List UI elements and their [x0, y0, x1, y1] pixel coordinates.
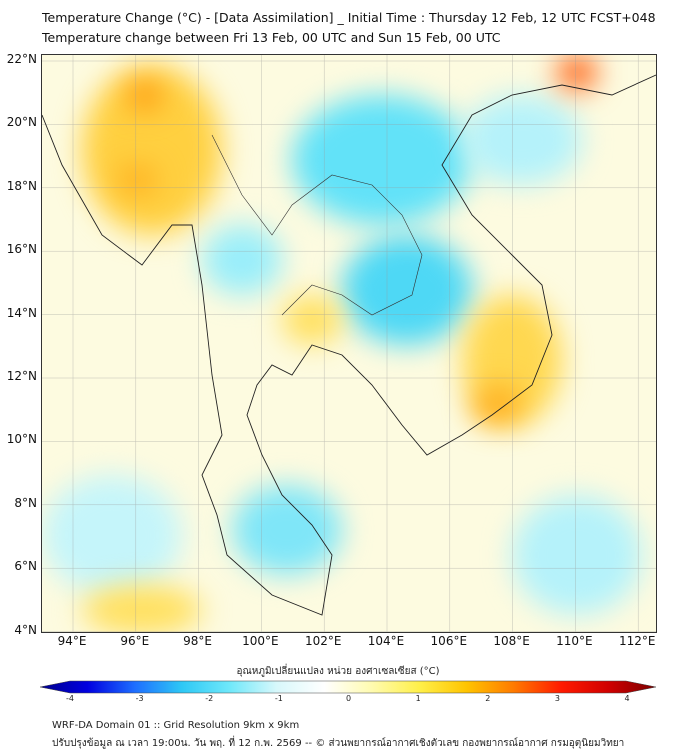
chart-subtitle: Temperature change between Fri 13 Feb, 0…	[42, 30, 501, 45]
lon-label: 104°E	[367, 634, 405, 648]
lon-label: 110°E	[556, 634, 593, 648]
lat-label: 14°N	[6, 305, 37, 320]
warm-core	[472, 385, 522, 425]
coastline	[42, 74, 656, 616]
warm-area	[282, 295, 342, 345]
lat-label: 16°N	[6, 242, 37, 257]
warm-core	[117, 165, 157, 195]
colorbar-tick: -1	[274, 694, 283, 703]
lat-label: 22°N	[6, 52, 37, 66]
temperature-change-map	[41, 54, 657, 633]
lon-label: 96°E	[120, 634, 150, 648]
lat-label: 10°N	[6, 432, 37, 447]
cool-area	[342, 235, 472, 345]
lon-label: 112°E	[618, 634, 656, 648]
lon-label: 98°E	[183, 634, 213, 648]
warm-area	[82, 585, 202, 632]
lon-label: 106°E	[430, 634, 468, 648]
lat-label: 18°N	[6, 178, 37, 193]
warm-core	[127, 80, 162, 110]
cool-area	[202, 225, 282, 295]
colorbar-tick: -2	[205, 694, 214, 703]
footer-model-info: WRF-DA Domain 01 :: Grid Resolution 9km …	[52, 720, 300, 731]
lon-label: 108°E	[493, 634, 530, 648]
colorbar-tick: 1	[415, 694, 421, 703]
cool-area	[42, 475, 182, 595]
border	[211, 134, 423, 316]
colorbar-tick: 2	[485, 694, 491, 703]
lon-label: 102°E	[304, 634, 342, 648]
colorbar-tick: 4	[624, 694, 630, 703]
lat-label: 8°N	[14, 495, 37, 510]
colorbar-label: อุณหภูมิเปลี่ยนแปลง หน่วย องศาเซลเซียส (…	[236, 666, 440, 677]
lat-label: 4°N	[14, 622, 37, 637]
lat-label: 6°N	[14, 559, 37, 574]
colorbar-tick: -3	[135, 694, 144, 703]
footer-update-info: ปรับปรุงข้อมูล ณ เวลา 19:00น. วัน พฤ. ที…	[52, 738, 625, 749]
cool-area	[292, 95, 472, 225]
chart-title: Temperature Change (°C) - [Data Assimila…	[42, 10, 656, 25]
colorbar-tick: -4	[66, 694, 74, 703]
lon-label: 94°E	[57, 634, 87, 648]
colorbar-tick: 0	[345, 694, 352, 703]
lat-label: 20°N	[6, 115, 37, 130]
lon-label: 100°E	[242, 634, 279, 648]
lat-label: 12°N	[6, 369, 37, 383]
gridlines	[42, 55, 656, 632]
cool-area	[512, 495, 642, 615]
colorbar	[40, 680, 656, 694]
colorbar-tick: 3	[554, 694, 560, 703]
